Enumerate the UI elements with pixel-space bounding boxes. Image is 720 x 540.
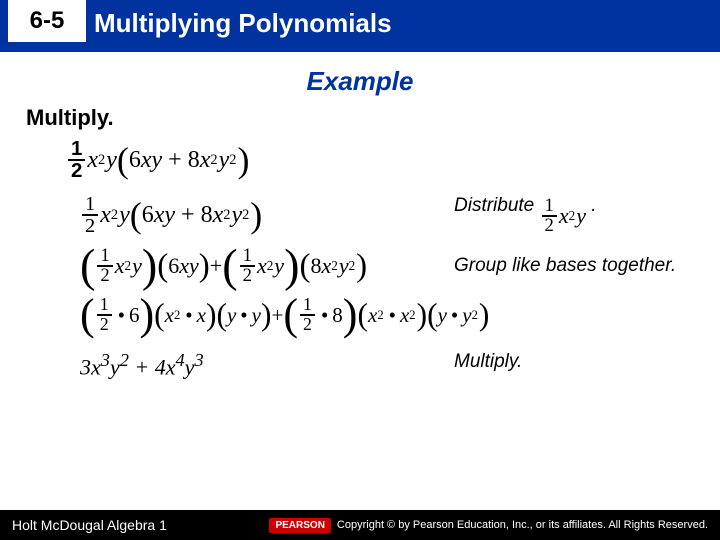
slide-header: 6-5 Multiplying Polynomials: [0, 0, 720, 52]
lesson-title: Multiplying Polynomials: [94, 8, 392, 39]
step-3: ( 12 •6 ) (x2•x) (y•y) + ( 12 •8 ) (x2•x…: [26, 296, 694, 334]
step-2-note: Group like bases together.: [454, 255, 694, 277]
result-note: Multiply.: [454, 351, 694, 373]
footer-book-title: Holt McDougal Algebra 1: [12, 517, 167, 533]
step-1: 12 x2y ( 6xy + 8x2y2 ) Distribute 12 x2y…: [26, 194, 694, 237]
result-line: 3x3y2 + 4x4y3 Multiply.: [26, 344, 694, 380]
slide-footer: Holt McDougal Algebra 1 PEARSON Copyrigh…: [0, 510, 720, 540]
example-heading: Example: [0, 66, 720, 97]
slide-content: Multiply. 12 x2y ( 6xy + 8x2y2 ) 12 x2y …: [0, 97, 720, 381]
step-1-note: Distribute 12 x2y .: [454, 195, 694, 236]
footer-copyright: PEARSON Copyright © by Pearson Education…: [269, 518, 708, 533]
pearson-badge: PEARSON: [269, 518, 330, 533]
step-2: ( 12 x2y ) (6xy) + ( 12 x2y ) (8x2y2) Gr…: [26, 247, 694, 287]
prompt-text: Multiply.: [26, 105, 694, 131]
lesson-number-badge: 6-5: [8, 0, 86, 42]
problem-expression: 12 x2y ( 6xy + 8x2y2 ): [66, 139, 249, 182]
result-expression: 3x3y2 + 4x4y3: [80, 350, 454, 380]
